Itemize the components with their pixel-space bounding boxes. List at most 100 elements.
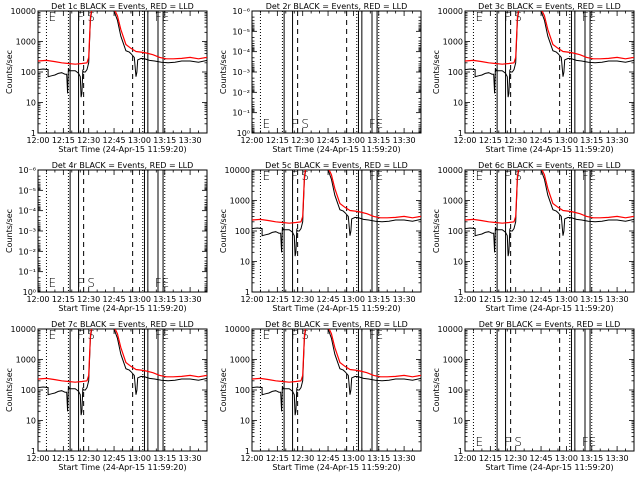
y-axis-label: Counts/sec — [432, 209, 441, 253]
x-tick-label: 12:45 — [317, 136, 340, 145]
y-axis-label: Counts/sec — [5, 368, 14, 412]
x-tick-label: 12:00 — [26, 295, 49, 304]
attenuator-marker: E — [162, 276, 170, 290]
x-tick-label: 12:45 — [103, 454, 126, 463]
series-group — [38, 329, 207, 416]
x-axis-label: Start Time (24-Apr-15 11:59:20) — [58, 304, 186, 313]
y-tick-label: 10 — [240, 417, 250, 426]
panel-title: Det 7c BLACK = Events, RED = LLD — [51, 320, 194, 329]
x-tick-label: 13:00 — [128, 136, 151, 145]
x-tick-label: 13:15 — [153, 454, 176, 463]
x-tick-label: 12:15 — [52, 136, 75, 145]
attenuator-marker: F — [291, 169, 298, 183]
x-tick-label: 12:00 — [26, 454, 49, 463]
x-tick-label: 13:00 — [128, 295, 151, 304]
x-tick-label: 13:30 — [393, 136, 416, 145]
attenuator-marker: S — [301, 117, 309, 131]
lld-series-line — [465, 11, 634, 65]
y-tick-label: 100 — [235, 227, 250, 236]
y-tick-label: 100 — [448, 68, 463, 77]
x-tick-label: 13:15 — [153, 295, 176, 304]
y-tick-label: 10⁻³ — [232, 68, 250, 77]
panel-title: Det 4r BLACK = Events, RED = LLD — [52, 161, 194, 170]
attenuator-marker: F — [504, 10, 511, 24]
y-tick-label: 10⁻³ — [18, 227, 36, 236]
attenuator-marker: F — [77, 328, 84, 342]
y-tick-label: 10⁻² — [232, 88, 250, 97]
plot-frame — [251, 169, 422, 293]
x-tick-label: 13:30 — [606, 454, 629, 463]
y-tick-label: 1000 — [230, 356, 250, 365]
lld-series-line — [465, 170, 634, 224]
x-tick-label: 13:00 — [555, 136, 578, 145]
events-series-line — [465, 11, 634, 98]
panel-title: Det 3c BLACK = Events, RED = LLD — [478, 2, 621, 11]
series-group — [252, 329, 421, 416]
y-tick-label: 1 — [458, 447, 463, 456]
plot-frame — [251, 10, 422, 134]
attenuator-marker: E — [262, 169, 270, 183]
y-axis-label: Counts/sec — [432, 50, 441, 94]
attenuator-marker: F — [369, 328, 376, 342]
attenuator-marker: E — [475, 10, 483, 24]
attenuator-marker: E — [262, 117, 270, 131]
x-tick-label: 12:45 — [103, 136, 126, 145]
y-tick-label: 10⁻¹ — [18, 268, 36, 277]
lld-series-line — [252, 329, 421, 383]
y-axis-label: Counts/sec — [5, 209, 14, 253]
y-tick-label: 10 — [26, 417, 36, 426]
x-tick-label: 12:30 — [504, 295, 527, 304]
attenuator-marker: F — [582, 435, 589, 449]
x-tick-label: 12:00 — [453, 136, 476, 145]
y-tick-label: 10⁻⁵ — [18, 186, 36, 195]
x-tick-label: 13:00 — [342, 136, 365, 145]
attenuator-marker: F — [155, 10, 162, 24]
x-tick-label: 12:15 — [52, 295, 75, 304]
x-axis-label: Start Time (24-Apr-15 11:59:20) — [485, 463, 613, 472]
x-tick-label: 12:15 — [52, 454, 75, 463]
x-tick-label: 12:00 — [453, 454, 476, 463]
x-tick-label: 13:15 — [367, 295, 390, 304]
attenuator-marker: F — [582, 169, 589, 183]
x-tick-label: 12:45 — [317, 454, 340, 463]
attenuator-marker: S — [514, 435, 522, 449]
x-tick-label: 13:00 — [128, 454, 151, 463]
x-tick-label: 12:00 — [240, 136, 263, 145]
x-tick-label: 13:30 — [179, 454, 202, 463]
y-tick-label: 10⁻² — [18, 247, 36, 256]
x-tick-label: 12:00 — [240, 295, 263, 304]
attenuator-marker: F — [369, 169, 376, 183]
x-tick-label: 13:15 — [367, 136, 390, 145]
x-tick-label: 13:00 — [555, 295, 578, 304]
x-tick-label: 12:45 — [103, 295, 126, 304]
y-tick-label: 10 — [240, 258, 250, 267]
y-tick-label: 100 — [235, 386, 250, 395]
plot-frame — [464, 328, 635, 452]
panel-title: Det 8c BLACK = Events, RED = LLD — [265, 320, 408, 329]
attenuator-marker: F — [77, 276, 84, 290]
x-axis-label: Start Time (24-Apr-15 11:59:20) — [485, 304, 613, 313]
x-axis-label: Start Time (24-Apr-15 11:59:20) — [58, 463, 186, 472]
y-tick-label: 1000 — [443, 197, 463, 206]
attenuator-marker: E — [589, 435, 597, 449]
attenuator-marker: E — [475, 169, 483, 183]
y-tick-label: 10000 — [225, 325, 250, 334]
detector-panel-6: Det 6c BLACK = Events, RED = LLD 1 10 100 10… — [432, 161, 635, 313]
attenuator-marker: F — [155, 328, 162, 342]
plot-frame — [251, 328, 422, 452]
y-axis-label: Counts/sec — [432, 368, 441, 412]
y-tick-label: 10⁻⁶ — [232, 7, 250, 16]
x-tick-label: 12:15 — [266, 454, 289, 463]
detector-panel-7: Det 7c BLACK = Events, RED = LLD 1 10 100 10… — [5, 320, 208, 472]
series-group — [465, 11, 634, 98]
y-tick-label: 10 — [453, 417, 463, 426]
attenuator-marker: F — [369, 117, 376, 131]
attenuator-marker: E — [162, 328, 170, 342]
attenuator-marker: E — [376, 328, 384, 342]
panel-title: Det 5c BLACK = Events, RED = LLD — [265, 161, 408, 170]
x-tick-label: 12:30 — [291, 136, 314, 145]
series-group — [252, 170, 421, 257]
y-axis-label: Counts/sec — [219, 209, 228, 253]
x-tick-label: 12:15 — [479, 454, 502, 463]
